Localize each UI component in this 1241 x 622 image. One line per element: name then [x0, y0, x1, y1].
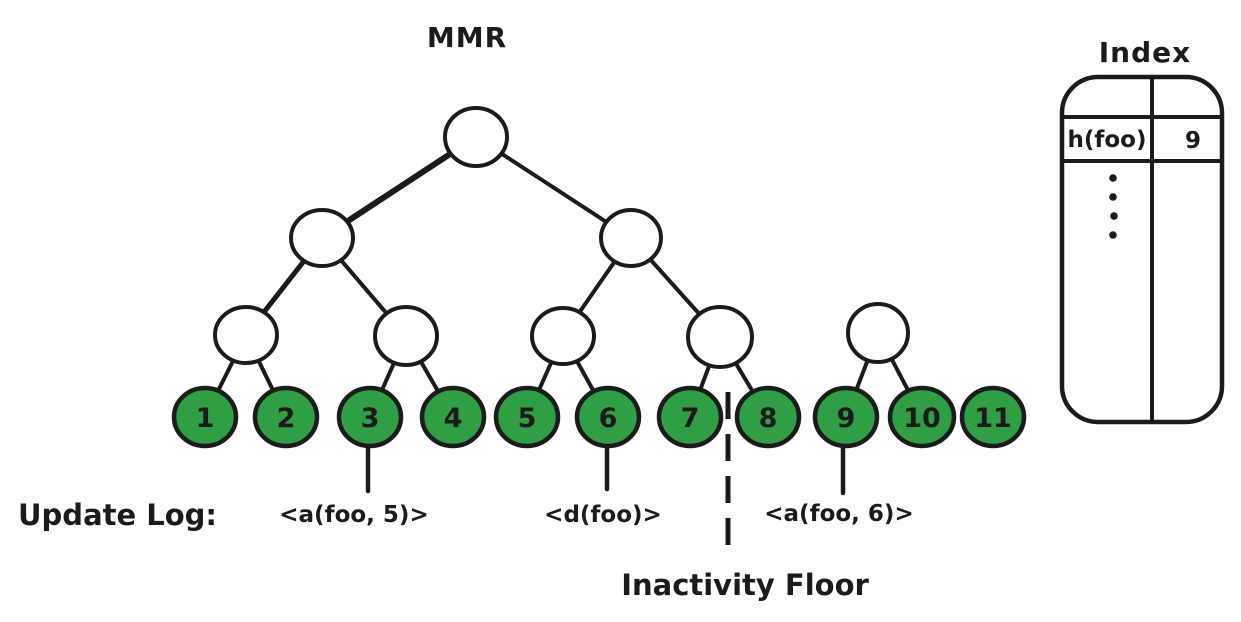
- internal-nodes: [213, 106, 910, 369]
- leaf-label-6: 6: [599, 403, 618, 434]
- internal-node-left: [289, 208, 355, 268]
- leaf-label-1: 1: [196, 403, 215, 434]
- leaf-node-11: [959, 385, 1027, 449]
- leaf-label-8: 8: [759, 403, 778, 434]
- tree-edges: [203, 134, 924, 419]
- leaf-node-2: [252, 385, 320, 449]
- leaf-node-10: [887, 385, 957, 449]
- update-log-entry-2: <d(foo)>: [544, 502, 662, 528]
- leaf-node-5: [493, 385, 561, 449]
- internal-node-parent-1-2: [213, 305, 279, 365]
- leaf-label-7: 7: [681, 403, 700, 434]
- update-log-entry-1: <a(foo, 5)>: [279, 502, 428, 528]
- leaf-node-7: [656, 385, 724, 449]
- leaf-label-3: 3: [361, 403, 380, 434]
- index-table-border: [1059, 74, 1225, 425]
- index-row-key: h(foo): [1067, 127, 1146, 153]
- leaf-label-10: 10: [903, 403, 941, 434]
- inactivity-floor-label: Inactivity Floor: [621, 568, 869, 602]
- leaf-label-2: 2: [277, 403, 296, 434]
- index-row-value: 9: [1185, 128, 1201, 154]
- leaf-node-6: [574, 385, 642, 449]
- peak-node-parent-9-10: [846, 302, 910, 364]
- update-log-entry-3: <a(foo, 6)>: [764, 501, 913, 527]
- leaf-label-4: 4: [444, 403, 463, 434]
- leaf-node-4: [419, 385, 487, 449]
- diagram-title: MMR: [427, 21, 507, 54]
- internal-node-right: [599, 208, 663, 268]
- leaf-labels: 1 2 3 4 5 6 7 8 9 10 11: [196, 403, 1012, 434]
- index-ellipsis-dots-icon: [1109, 174, 1118, 239]
- internal-node-parent-3-4: [373, 305, 439, 367]
- leaf-label-5: 5: [518, 403, 537, 434]
- internal-node-parent-5-6: [530, 306, 596, 366]
- leaf-nodes: [171, 385, 1027, 449]
- index-table: Index h(foo) 9: [1059, 36, 1225, 425]
- root-node: [443, 106, 509, 168]
- update-log-label: Update Log:: [18, 498, 217, 532]
- leaf-node-9: [812, 385, 880, 449]
- leaf-label-11: 11: [974, 403, 1012, 434]
- leaf-label-9: 9: [837, 403, 856, 434]
- index-table-title: Index: [1099, 36, 1191, 69]
- leaf-node-3: [336, 385, 404, 449]
- internal-node-parent-7-8: [686, 305, 754, 369]
- leaf-node-1: [171, 385, 239, 449]
- leaf-node-8: [734, 385, 802, 449]
